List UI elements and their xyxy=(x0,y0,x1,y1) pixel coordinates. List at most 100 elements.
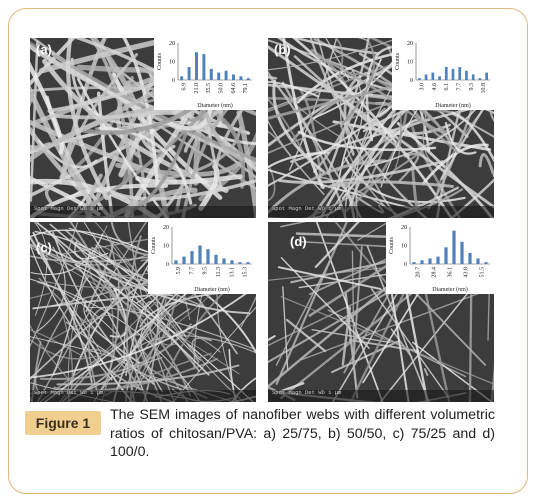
y-axis-label: Counts xyxy=(395,52,401,70)
histogram-bar xyxy=(476,258,480,264)
histogram-bar xyxy=(246,262,250,264)
histogram-bar xyxy=(198,245,202,264)
x-tick-label: 4.6 xyxy=(432,83,438,91)
x-tick-label: 13.1 xyxy=(229,267,235,278)
histogram-bar xyxy=(232,74,235,80)
histogram-bar xyxy=(206,249,210,264)
sem-panel-a: (a) Spot Magn Det WD 1 μm 0 10 20 Counts 6.9… xyxy=(30,38,256,218)
x-tick-label: 20.7 xyxy=(415,267,421,278)
y-axis-label: Counts xyxy=(151,236,157,254)
x-tick-label: 7.7 xyxy=(457,83,463,91)
histogram-bar xyxy=(246,78,250,80)
y-tick-label: 0 xyxy=(404,262,407,268)
histogram-bar xyxy=(202,54,206,80)
panel-label-b: (b) xyxy=(274,42,291,57)
x-tick-label: 6.9 xyxy=(182,83,188,91)
y-tick-label: 20 xyxy=(169,41,175,47)
histogram-bar xyxy=(217,72,221,80)
histogram-bar xyxy=(420,260,424,264)
scale-bar-b: Spot Magn Det WD 1 μm xyxy=(268,206,494,218)
panel-label-a: (a) xyxy=(36,42,52,57)
histogram-bar xyxy=(431,72,435,80)
y-tick-label: 20 xyxy=(163,225,169,231)
x-tick-label: 51.5 xyxy=(479,267,485,278)
histogram-bar xyxy=(471,74,475,80)
y-tick-label: 20 xyxy=(401,225,407,231)
histogram-bar xyxy=(428,258,432,264)
x-tick-label: 64.6 xyxy=(231,83,237,94)
histogram-bar xyxy=(436,256,440,264)
sem-panel-c: (c) Spot Magn Det WD 1 μm 0 10 20 Counts 5.9… xyxy=(30,222,256,402)
y-tick-label: 10 xyxy=(169,60,175,66)
histogram-bar xyxy=(418,78,421,80)
histogram-inset-b: 0 10 20 Counts 3.0 4.6 6.1 7.7 9.3 10.8 Diameter (… xyxy=(392,38,494,110)
histogram-bar xyxy=(187,67,191,80)
histogram-bar xyxy=(438,76,441,80)
histogram-inset-d: 0 10 20 Counts 20.7 28.4 36.1 43.8 51.5 Diameter … xyxy=(386,222,494,294)
sem-panel-d: (d) Spot Magn Det WD 1 μm 0 10 20 Counts 20.… xyxy=(268,222,494,402)
histogram-bar xyxy=(478,78,482,80)
histogram-bar xyxy=(452,230,456,264)
x-tick-label: 28.4 xyxy=(431,267,437,278)
x-axis-label: Diameter (nm) xyxy=(435,102,470,109)
x-tick-label: 3.0 xyxy=(420,83,426,91)
histogram-bar xyxy=(238,262,242,264)
x-tick-label: 9.3 xyxy=(469,83,475,91)
histogram-bar xyxy=(239,76,243,80)
x-tick-label: 79.1 xyxy=(243,83,249,94)
x-tick-label: 10.8 xyxy=(481,83,487,94)
x-tick-label: 43.8 xyxy=(463,267,469,278)
histogram-bar xyxy=(468,252,472,264)
scale-bar-a: Spot Magn Det WD 1 μm xyxy=(30,206,256,218)
histogram-bar xyxy=(224,70,228,80)
x-tick-label: 9.5 xyxy=(203,267,209,275)
histogram-bar xyxy=(190,251,194,264)
y-tick-label: 0 xyxy=(166,262,169,268)
x-tick-label: 7.7 xyxy=(189,267,195,275)
x-tick-label: 21.0 xyxy=(194,83,200,94)
histogram-bar xyxy=(195,52,198,80)
x-tick-label: 36.1 xyxy=(447,267,453,278)
figure-label-badge: Figure 1 xyxy=(25,411,101,435)
scale-bar-c: Spot Magn Det WD 1 μm xyxy=(30,390,256,402)
y-axis-label: Counts xyxy=(389,236,395,254)
x-tick-label: 50.0 xyxy=(219,83,225,94)
y-tick-label: 20 xyxy=(407,41,413,47)
scale-bar-d: Spot Magn Det WD 1 μm xyxy=(268,390,494,402)
x-tick-label: 5.9 xyxy=(176,267,182,275)
histogram-inset-a: 0 10 20 Counts 6.9 21.0 35.5 50.0 64.6 79.1 Diamet… xyxy=(154,38,256,110)
x-axis-label: Diameter (nm) xyxy=(194,286,229,293)
histogram-bar xyxy=(465,70,468,80)
histogram-bar xyxy=(209,68,213,80)
panel-label-c: (c) xyxy=(36,240,52,255)
x-axis-label: Diameter (nm) xyxy=(432,286,467,293)
panel-label-d: (d) xyxy=(290,234,307,249)
histogram-bar xyxy=(451,68,455,80)
y-tick-label: 10 xyxy=(163,244,169,250)
x-tick-label: 6.1 xyxy=(444,83,450,91)
y-tick-label: 10 xyxy=(401,244,407,250)
sem-panel-b: (b) Spot Magn Det WD 1 μm 0 10 20 Counts 3.0… xyxy=(268,38,494,218)
figure-caption: The SEM images of nanofiber webs with di… xyxy=(110,407,495,460)
histogram-c: 0 10 20 Counts 5.9 7.7 9.5 11.3 13.1 15.3 Diameter… xyxy=(151,225,252,293)
x-axis-label: Diameter (nm) xyxy=(197,102,232,109)
histogram-bar xyxy=(460,241,464,264)
histogram-bar xyxy=(182,256,186,264)
x-tick-label: 11.3 xyxy=(216,267,222,277)
histogram-bar xyxy=(424,74,428,80)
histogram-a: 0 10 20 Counts 6.9 21.0 35.5 50.0 64.6 79.1 Diamet… xyxy=(157,41,252,109)
histogram-bar xyxy=(180,76,184,80)
histogram-bar xyxy=(174,260,178,264)
y-tick-label: 0 xyxy=(172,78,175,84)
y-axis-label: Counts xyxy=(157,52,163,70)
y-tick-label: 10 xyxy=(407,60,413,66)
x-tick-label: 35.5 xyxy=(206,83,212,94)
histogram-bar xyxy=(222,258,226,264)
x-tick-label: 15.3 xyxy=(243,267,249,278)
histogram-inset-c: 0 10 20 Counts 5.9 7.7 9.5 11.3 13.1 15.3 Diameter… xyxy=(148,222,256,294)
histogram-bar xyxy=(484,262,488,264)
histogram-bar xyxy=(458,67,462,80)
histogram-b: 0 10 20 Counts 3.0 4.6 6.1 7.7 9.3 10.8 Diameter (… xyxy=(395,41,490,109)
histogram-bar xyxy=(444,67,448,80)
histogram-bar xyxy=(444,247,448,264)
